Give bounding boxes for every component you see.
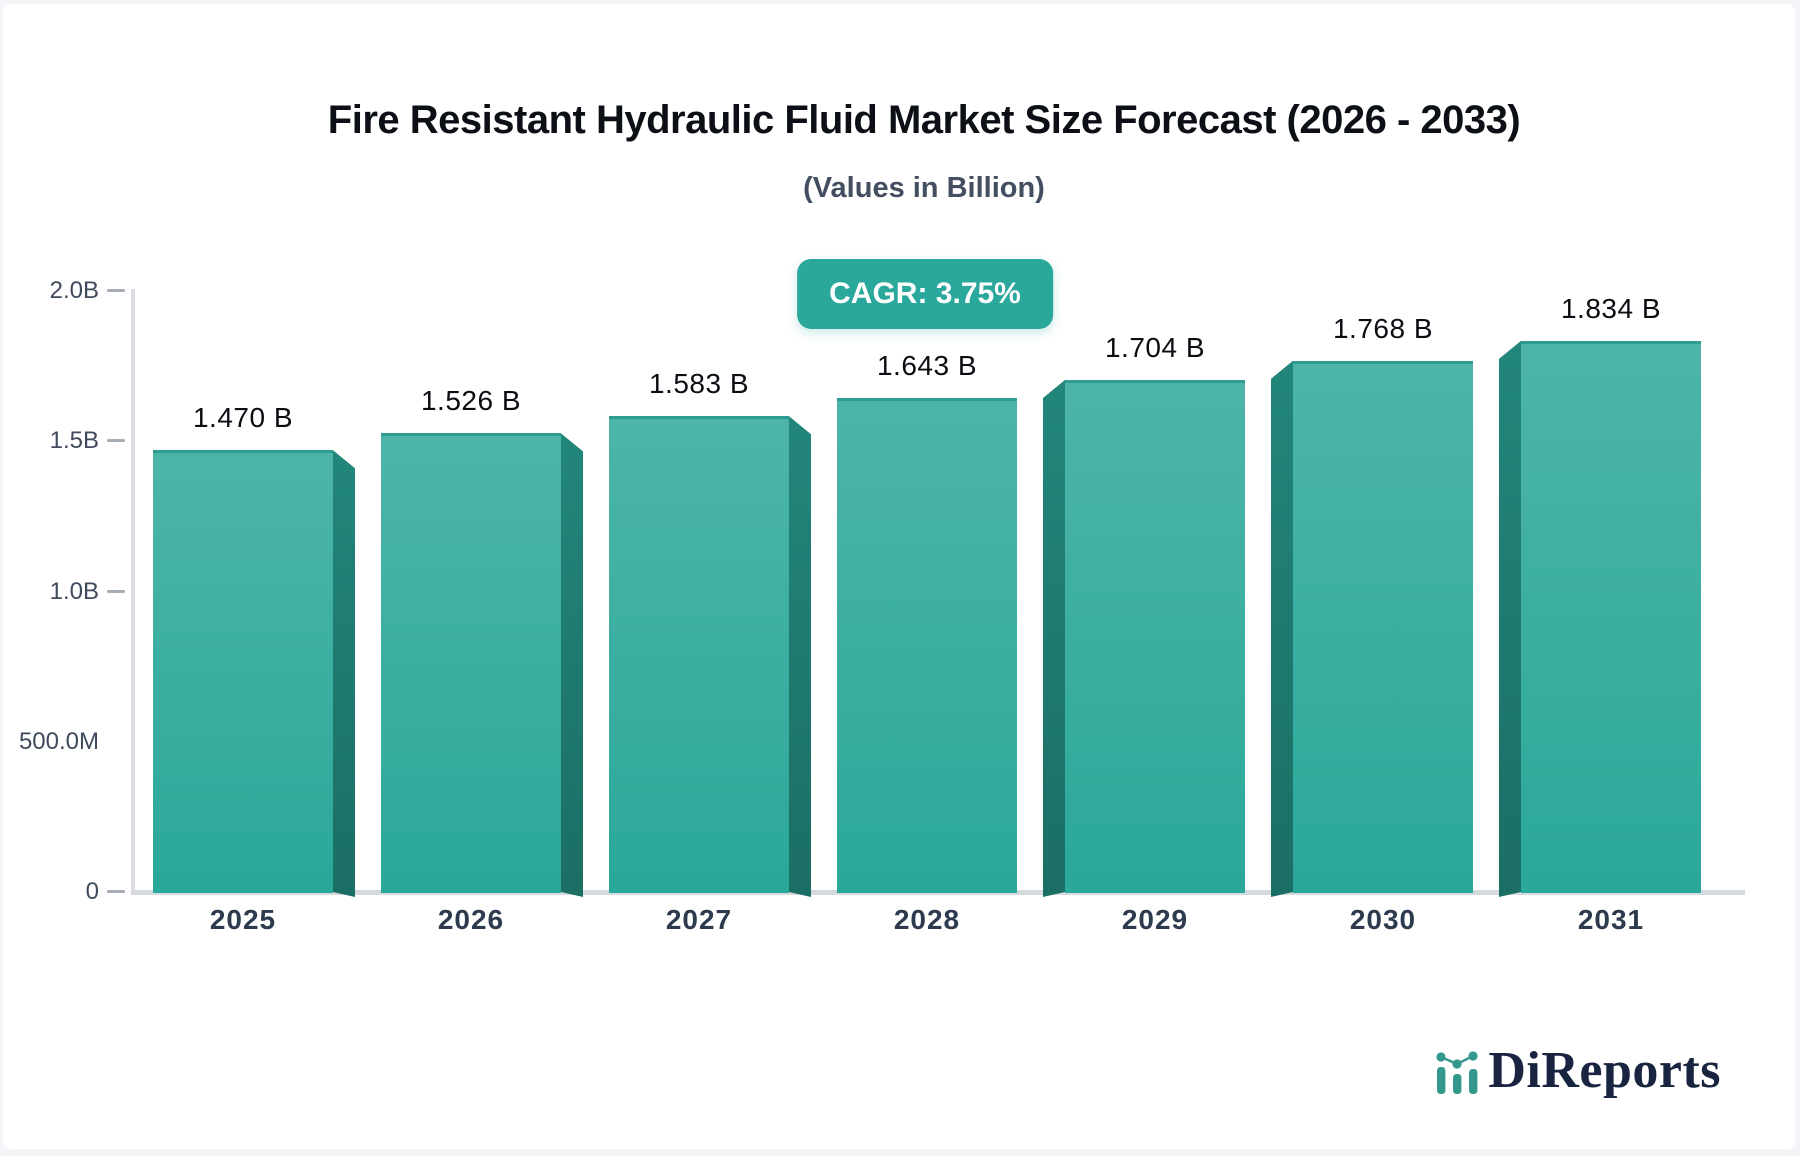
x-axis-label: 2027 xyxy=(665,904,733,935)
y-axis-tick-mark xyxy=(107,589,125,593)
bar xyxy=(1521,340,1701,893)
y-axis-tick-label: 0 xyxy=(85,878,99,905)
y-axis-tick-label: 500.0M xyxy=(18,727,99,755)
x-axis-label: 2030 xyxy=(1349,904,1417,935)
bar-chart: 2.0B 1.5B 1.0B 500.0M 0 1.470 B 2025 1.526 B 202… xyxy=(3,4,1795,1149)
y-axis-tick-mark xyxy=(107,890,125,893)
bar-value-label: 1.704 B xyxy=(1104,331,1206,363)
y-axis-tick-mark xyxy=(107,289,125,292)
y-axis-tick-mark xyxy=(107,439,125,443)
chart-card: Fire Resistant Hydraulic Fluid Market Si… xyxy=(3,4,1795,1149)
bar xyxy=(1065,379,1245,893)
logo-text: DiReports xyxy=(1488,1042,1721,1099)
page-subtitle: (Values in Billion) xyxy=(803,172,1045,204)
bar-3d-side-face xyxy=(561,433,583,897)
bar-value-label: 1.583 B xyxy=(648,368,750,400)
bar-3d-side-face xyxy=(1499,341,1521,897)
y-axis-tick-label: 2.0B xyxy=(49,277,99,304)
bar xyxy=(837,398,1017,893)
bar-3d-side-face xyxy=(1043,380,1065,897)
x-axis-label: 2025 xyxy=(209,904,277,935)
bar-value-label: 1.470 B xyxy=(192,402,294,434)
x-axis-label: 2028 xyxy=(893,904,961,935)
bar xyxy=(381,433,561,893)
bar-3d-side-face xyxy=(789,416,811,897)
cagr-badge: CAGR: 3.75% xyxy=(797,259,1053,329)
bar-value-label: 1.526 B xyxy=(420,385,522,417)
bar-chart-logo-icon xyxy=(1436,1051,1478,1094)
y-axis-tick-label: 1.5B xyxy=(49,427,99,455)
bar-3d-side-face xyxy=(1271,361,1293,897)
bar-value-label: 1.643 B xyxy=(876,350,978,382)
brand-logo: DiReports xyxy=(1434,1045,1721,1097)
page-title: Fire Resistant Hydraulic Fluid Market Si… xyxy=(327,98,1521,142)
y-axis-tick-label: 1.0B xyxy=(49,577,99,605)
cagr-badge-label: CAGR: 3.75% xyxy=(829,277,1021,310)
bar-value-label: 1.768 B xyxy=(1332,312,1434,344)
bar xyxy=(609,416,789,893)
bar-value-label: 1.834 B xyxy=(1560,292,1662,324)
x-axis-label: 2029 xyxy=(1121,904,1189,935)
x-axis-label: 2026 xyxy=(437,904,505,935)
x-axis-label: 2031 xyxy=(1577,904,1645,935)
bar xyxy=(1293,360,1473,893)
bar-3d-side-face xyxy=(333,450,355,897)
bar xyxy=(153,450,333,893)
y-axis-line xyxy=(131,289,135,893)
